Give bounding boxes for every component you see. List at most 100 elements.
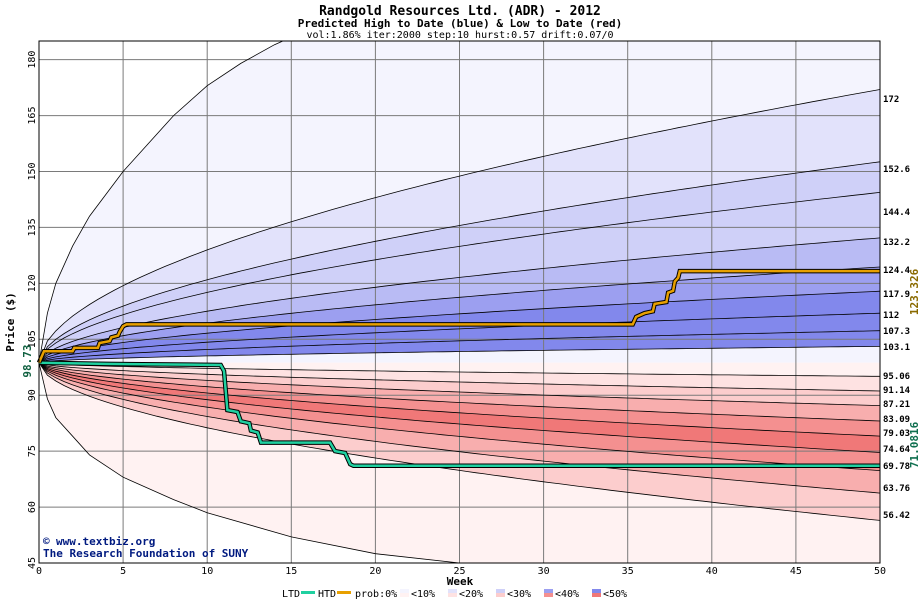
- right-quantile-label: 172: [883, 95, 899, 105]
- right-quantile-label: 117.9: [883, 290, 910, 300]
- x-tick-label: 40: [706, 566, 718, 577]
- quantile-line: [39, 346, 880, 364]
- legend-swatch-blue: [400, 589, 409, 593]
- y-tick-label: 165: [27, 107, 38, 125]
- right-quantile-label: 87.21: [883, 400, 910, 410]
- legend-ltd-swatch: [301, 591, 315, 594]
- y-tick-label: 135: [27, 218, 38, 236]
- x-tick-label: 45: [790, 566, 802, 577]
- series-lines: [36, 268, 880, 469]
- legend-swatch-red: [544, 593, 553, 597]
- quantile-line: [39, 362, 880, 377]
- right-quantile-label: 91.14: [883, 386, 911, 396]
- outer-low-line: [39, 362, 460, 563]
- y-tick-label: 45: [27, 557, 38, 569]
- legend-prob-label: prob:0%: [355, 589, 397, 600]
- plot-frame: [38, 40, 881, 564]
- start-price-label: 98.73: [21, 344, 34, 377]
- y-tick-label: 75: [27, 445, 38, 457]
- legend-htd-swatch: [337, 591, 351, 594]
- right-quantile-label: 144.4: [883, 208, 911, 218]
- y-tick-label: 150: [27, 162, 38, 180]
- htd-final-label: 123.326: [908, 268, 920, 315]
- chart-params: vol:1.86% iter:2000 step:10 hurst:0.57 d…: [306, 30, 613, 41]
- right-quantile-label: 79.03: [883, 429, 910, 439]
- legend-swatch-red: [400, 593, 409, 597]
- quantile-line: [39, 89, 880, 363]
- quantile-line: [39, 161, 880, 363]
- quantile-line: [39, 362, 880, 437]
- right-quantile-label: 83.09: [883, 415, 910, 425]
- quantile-line: [39, 362, 880, 392]
- x-tick-label: 5: [120, 566, 126, 577]
- htd-line: [37, 269, 880, 364]
- high-band: [39, 161, 880, 363]
- y-tick-label: 60: [27, 501, 38, 513]
- legend-item-label: <10%: [411, 589, 435, 600]
- right-quantile-label: 107.3: [883, 327, 910, 337]
- low-band: [39, 362, 880, 421]
- right-quantile-label: 152.6: [883, 165, 910, 175]
- quantile-line: [39, 192, 880, 363]
- legend-htd-label: HTD: [318, 589, 336, 600]
- right-quantile-label: 124.4: [883, 266, 911, 276]
- right-quantile-label: 112: [883, 311, 899, 321]
- legend: LTD HTD prob:0% <10% <20% <30% <40% <50%: [282, 589, 627, 600]
- legend-item-label: <50%: [603, 589, 627, 600]
- y-tick-label: 180: [27, 51, 38, 69]
- quantile-line: [39, 266, 880, 363]
- right-quantile-label: 103.1: [883, 343, 910, 353]
- legend-swatch-red: [592, 593, 601, 597]
- quantile-line: [39, 362, 880, 406]
- chart-subtitle: Predicted High to Date (blue) & Low to D…: [298, 17, 623, 30]
- credit-icon: ©: [43, 535, 50, 548]
- low-band: [39, 362, 880, 521]
- right-labels: 172 152.6 144.4 132.2 124.4 117.9 112 107.3 103.…: [883, 95, 911, 521]
- y-tick-label: 90: [27, 389, 38, 401]
- ltd-final-label: 71.0816: [908, 421, 920, 468]
- quantile-line: [39, 362, 880, 453]
- legend-swatch-blue: [496, 589, 505, 593]
- low-band: [39, 362, 880, 494]
- legend-item-label: <40%: [555, 589, 579, 600]
- quantile-line: [39, 312, 880, 364]
- chart-title: Randgold Resources Ltd. (ADR) - 2012: [319, 4, 601, 19]
- outer-high-line: [39, 41, 284, 363]
- legend-swatch-blue: [544, 589, 553, 593]
- quantile-contours: [39, 41, 880, 563]
- x-tick-label: 50: [874, 566, 886, 577]
- x-tick-label: 25: [453, 566, 465, 577]
- legend-ltd-label: LTD: [282, 589, 300, 600]
- right-quantile-label: 56.42: [883, 511, 910, 521]
- quantile-line: [39, 237, 880, 363]
- legend-swatch-blue: [592, 589, 601, 593]
- legend-swatch-red: [448, 593, 457, 597]
- x-tick-label: 30: [538, 566, 550, 577]
- x-tick-label: 15: [285, 566, 297, 577]
- legend-swatch-blue: [448, 589, 457, 593]
- high-band: [39, 192, 880, 363]
- low-band: [39, 362, 880, 453]
- ltd-line: [38, 361, 880, 468]
- x-tick-label: 10: [201, 566, 213, 577]
- right-quantile-label: 74.64: [883, 445, 911, 455]
- credit-line-1: www.textbiz.org: [56, 535, 155, 548]
- y-axis-label: Price ($): [4, 292, 17, 352]
- x-tick-label: 0: [36, 566, 42, 577]
- y-tick-label: 105: [27, 330, 38, 348]
- quantile-line: [39, 330, 880, 364]
- right-quantile-label: 63.76: [883, 484, 910, 494]
- legend-item-label: <30%: [507, 589, 531, 600]
- quantile-line: [39, 362, 880, 494]
- credit-line-2: The Research Foundation of SUNY: [43, 547, 249, 560]
- x-axis-label: Week: [447, 575, 474, 588]
- y-tick-label: 120: [27, 274, 38, 292]
- right-quantile-label: 95.06: [883, 372, 910, 382]
- x-tick-label: 35: [622, 566, 634, 577]
- axis-ticks: 0 5 10 15 20 25 30 35 40 45 50 45 60 75 90 105 120 135 150…: [27, 51, 886, 577]
- low-band: [39, 362, 880, 437]
- quantile-line: [39, 362, 880, 471]
- right-quantile-label: 132.2: [883, 238, 910, 248]
- x-tick-label: 20: [369, 566, 381, 577]
